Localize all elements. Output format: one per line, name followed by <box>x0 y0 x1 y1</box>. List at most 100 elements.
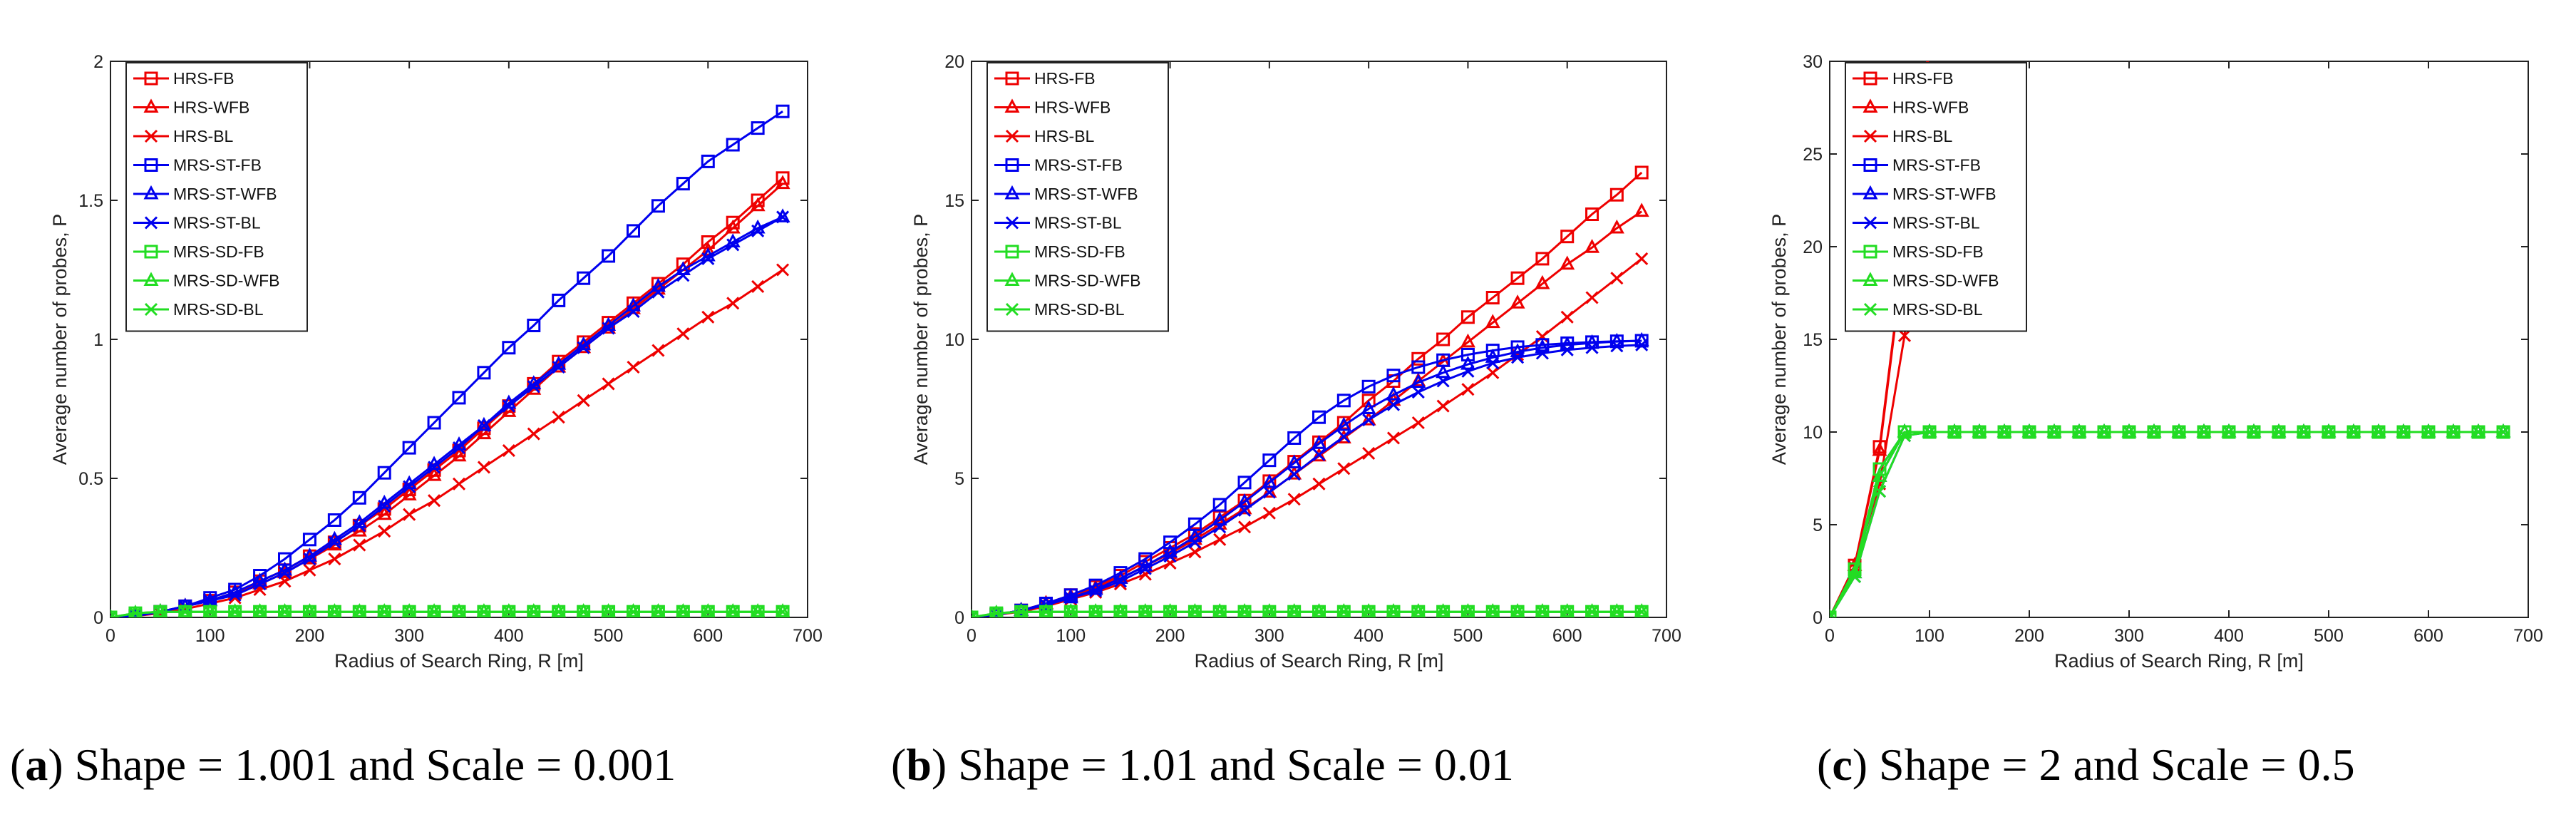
data-point-mrs-sd-bl <box>1947 425 1962 439</box>
legend-swatch-marker <box>1005 158 1019 172</box>
data-point-hrs-bl <box>378 525 391 538</box>
caption-letter: b <box>906 739 932 790</box>
data-point-hrs-bl <box>776 263 790 277</box>
data-point-hrs-wfb <box>376 505 392 520</box>
data-point-mrs-st-bl <box>1237 503 1252 517</box>
legend-entry: MRS-SD-WFB <box>1034 272 1140 290</box>
data-point-mrs-st-fb <box>751 121 765 135</box>
data-point-mrs-st-bl <box>1535 346 1549 360</box>
data-point-mrs-st-bl <box>1461 364 1475 378</box>
legend-entry: MRS-ST-BL <box>1892 214 1980 232</box>
legend-swatch-marker <box>1005 71 1019 86</box>
data-point-mrs-st-fb <box>327 513 341 527</box>
data-point-hrs-bl <box>627 360 640 374</box>
legend-swatch-marker <box>144 216 158 230</box>
data-point-hrs-bl <box>751 279 765 293</box>
data-point-mrs-st-bl <box>1362 413 1376 427</box>
data-point-mrs-st-bl <box>303 553 316 566</box>
data-point-mrs-sd-bl <box>1560 605 1574 617</box>
y-tick-label: 1.5 <box>78 191 103 211</box>
data-point-hrs-bl <box>452 477 466 490</box>
data-point-mrs-st-fb <box>627 224 640 238</box>
data-point-mrs-sd-bl <box>1830 610 1837 617</box>
data-point-mrs-sd-bl <box>1872 485 1887 498</box>
legend-entry: MRS-ST-WFB <box>1892 185 1997 203</box>
legend: HRS-FB HRS-WFB HRS-BL MRS-ST-FB MRS-ST-WFB MR… <box>125 62 308 332</box>
data-point-mrs-st-fb <box>1287 431 1302 445</box>
data-point-mrs-sd-bl <box>2222 425 2236 439</box>
caption-close: ) <box>932 739 947 790</box>
data-point-mrs-sd-bl <box>1897 429 1912 443</box>
x-axis-label: Radius of Search Ring, R [m] <box>334 650 584 672</box>
data-point-mrs-sd-bl <box>303 605 316 617</box>
data-point-mrs-sd-bl <box>2047 425 2061 439</box>
data-point-mrs-sd-bl <box>552 605 565 617</box>
data-point-mrs-sd-bl <box>989 607 1003 617</box>
data-point-hrs-wfb <box>401 486 417 500</box>
legend-swatch-marker <box>1863 158 1877 172</box>
legend-entry: MRS-ST-FB <box>173 156 262 175</box>
data-point-mrs-sd-bl <box>2147 425 2161 439</box>
data-point-mrs-st-bl <box>1635 338 1649 351</box>
data-point-mrs-sd-bl <box>627 605 640 617</box>
data-point-mrs-st-fb <box>1460 347 1475 361</box>
data-point-mrs-st-wfb <box>1460 355 1475 370</box>
data-point-mrs-st-bl <box>353 519 366 533</box>
data-point-hrs-fb <box>1634 165 1649 180</box>
data-point-hrs-fb <box>1460 310 1475 324</box>
data-point-mrs-sd-bl <box>2197 425 2211 439</box>
series-line-hrs-bl <box>110 269 783 617</box>
data-point-mrs-sd-bl <box>676 605 690 617</box>
data-point-mrs-sd-bl <box>2471 425 2485 439</box>
data-point-hrs-bl <box>1610 272 1624 285</box>
data-point-hrs-bl <box>328 553 341 566</box>
legend-entry: MRS-SD-BL <box>1034 300 1125 319</box>
x-tick-label: 300 <box>2114 626 2144 646</box>
data-point-mrs-sd-bl <box>2122 425 2136 439</box>
y-tick-label: 20 <box>1803 237 1823 257</box>
caption: (c) Shape = 2 and Scale = 0.5 <box>1817 739 2355 790</box>
data-point-mrs-st-fb <box>352 490 366 505</box>
data-point-mrs-sd-bl <box>353 605 366 617</box>
data-point-mrs-st-fb <box>1237 476 1252 490</box>
data-point-mrs-sd-bl <box>2496 425 2510 439</box>
data-point-mrs-sd-bl <box>726 605 740 617</box>
legend-swatch-marker <box>144 245 158 259</box>
data-point-hrs-wfb <box>1510 294 1525 309</box>
x-tick-label: 200 <box>295 626 325 646</box>
data-point-mrs-sd-bl <box>110 610 118 617</box>
data-point-mrs-st-bl <box>552 360 565 374</box>
x-tick-label: 100 <box>1056 626 1086 646</box>
data-point-mrs-st-bl <box>1610 339 1624 353</box>
data-point-mrs-st-bl <box>1386 398 1401 411</box>
data-point-mrs-sd-bl <box>1997 425 2011 439</box>
legend-entry: MRS-ST-FB <box>1892 156 1981 175</box>
data-point-hrs-wfb <box>1585 239 1600 253</box>
data-point-mrs-st-wfb <box>1436 364 1451 379</box>
data-point-mrs-sd-bl <box>2097 425 2111 439</box>
y-tick-label: 0 <box>93 608 103 628</box>
data-point-mrs-st-bl <box>378 499 391 513</box>
legend-entry: HRS-FB <box>173 69 235 88</box>
data-point-mrs-sd-bl <box>153 605 167 617</box>
x-tick-label: 600 <box>693 626 723 646</box>
y-tick-label: 10 <box>944 330 964 350</box>
chart-panel-a: 0 100 200 300 400 500 600 700 0 0.5 1 1.5 2 Radius of… <box>10 52 823 790</box>
data-point-mrs-st-bl <box>1188 535 1202 549</box>
data-point-mrs-st-bl <box>328 535 341 549</box>
y-tick-label: 2 <box>93 52 103 72</box>
data-point-mrs-st-bl <box>1560 343 1574 356</box>
data-point-hrs-bl <box>1924 37 1935 48</box>
data-point-hrs-wfb <box>750 197 766 212</box>
data-point-hrs-bl <box>1287 493 1301 506</box>
y-tick-label: 10 <box>1803 423 1823 443</box>
caption-text: Shape = 1.01 and Scale = 0.01 <box>947 739 1514 790</box>
data-point-mrs-st-wfb <box>1386 386 1401 401</box>
series-group <box>972 165 1649 617</box>
data-point-hrs-wfb <box>725 219 741 234</box>
legend-swatch-marker <box>144 71 158 86</box>
data-point-hrs-wfb <box>351 522 367 537</box>
data-point-hrs-bl <box>726 297 740 310</box>
caption-open: ( <box>891 739 906 790</box>
data-point-hrs-bl <box>1635 252 1649 265</box>
